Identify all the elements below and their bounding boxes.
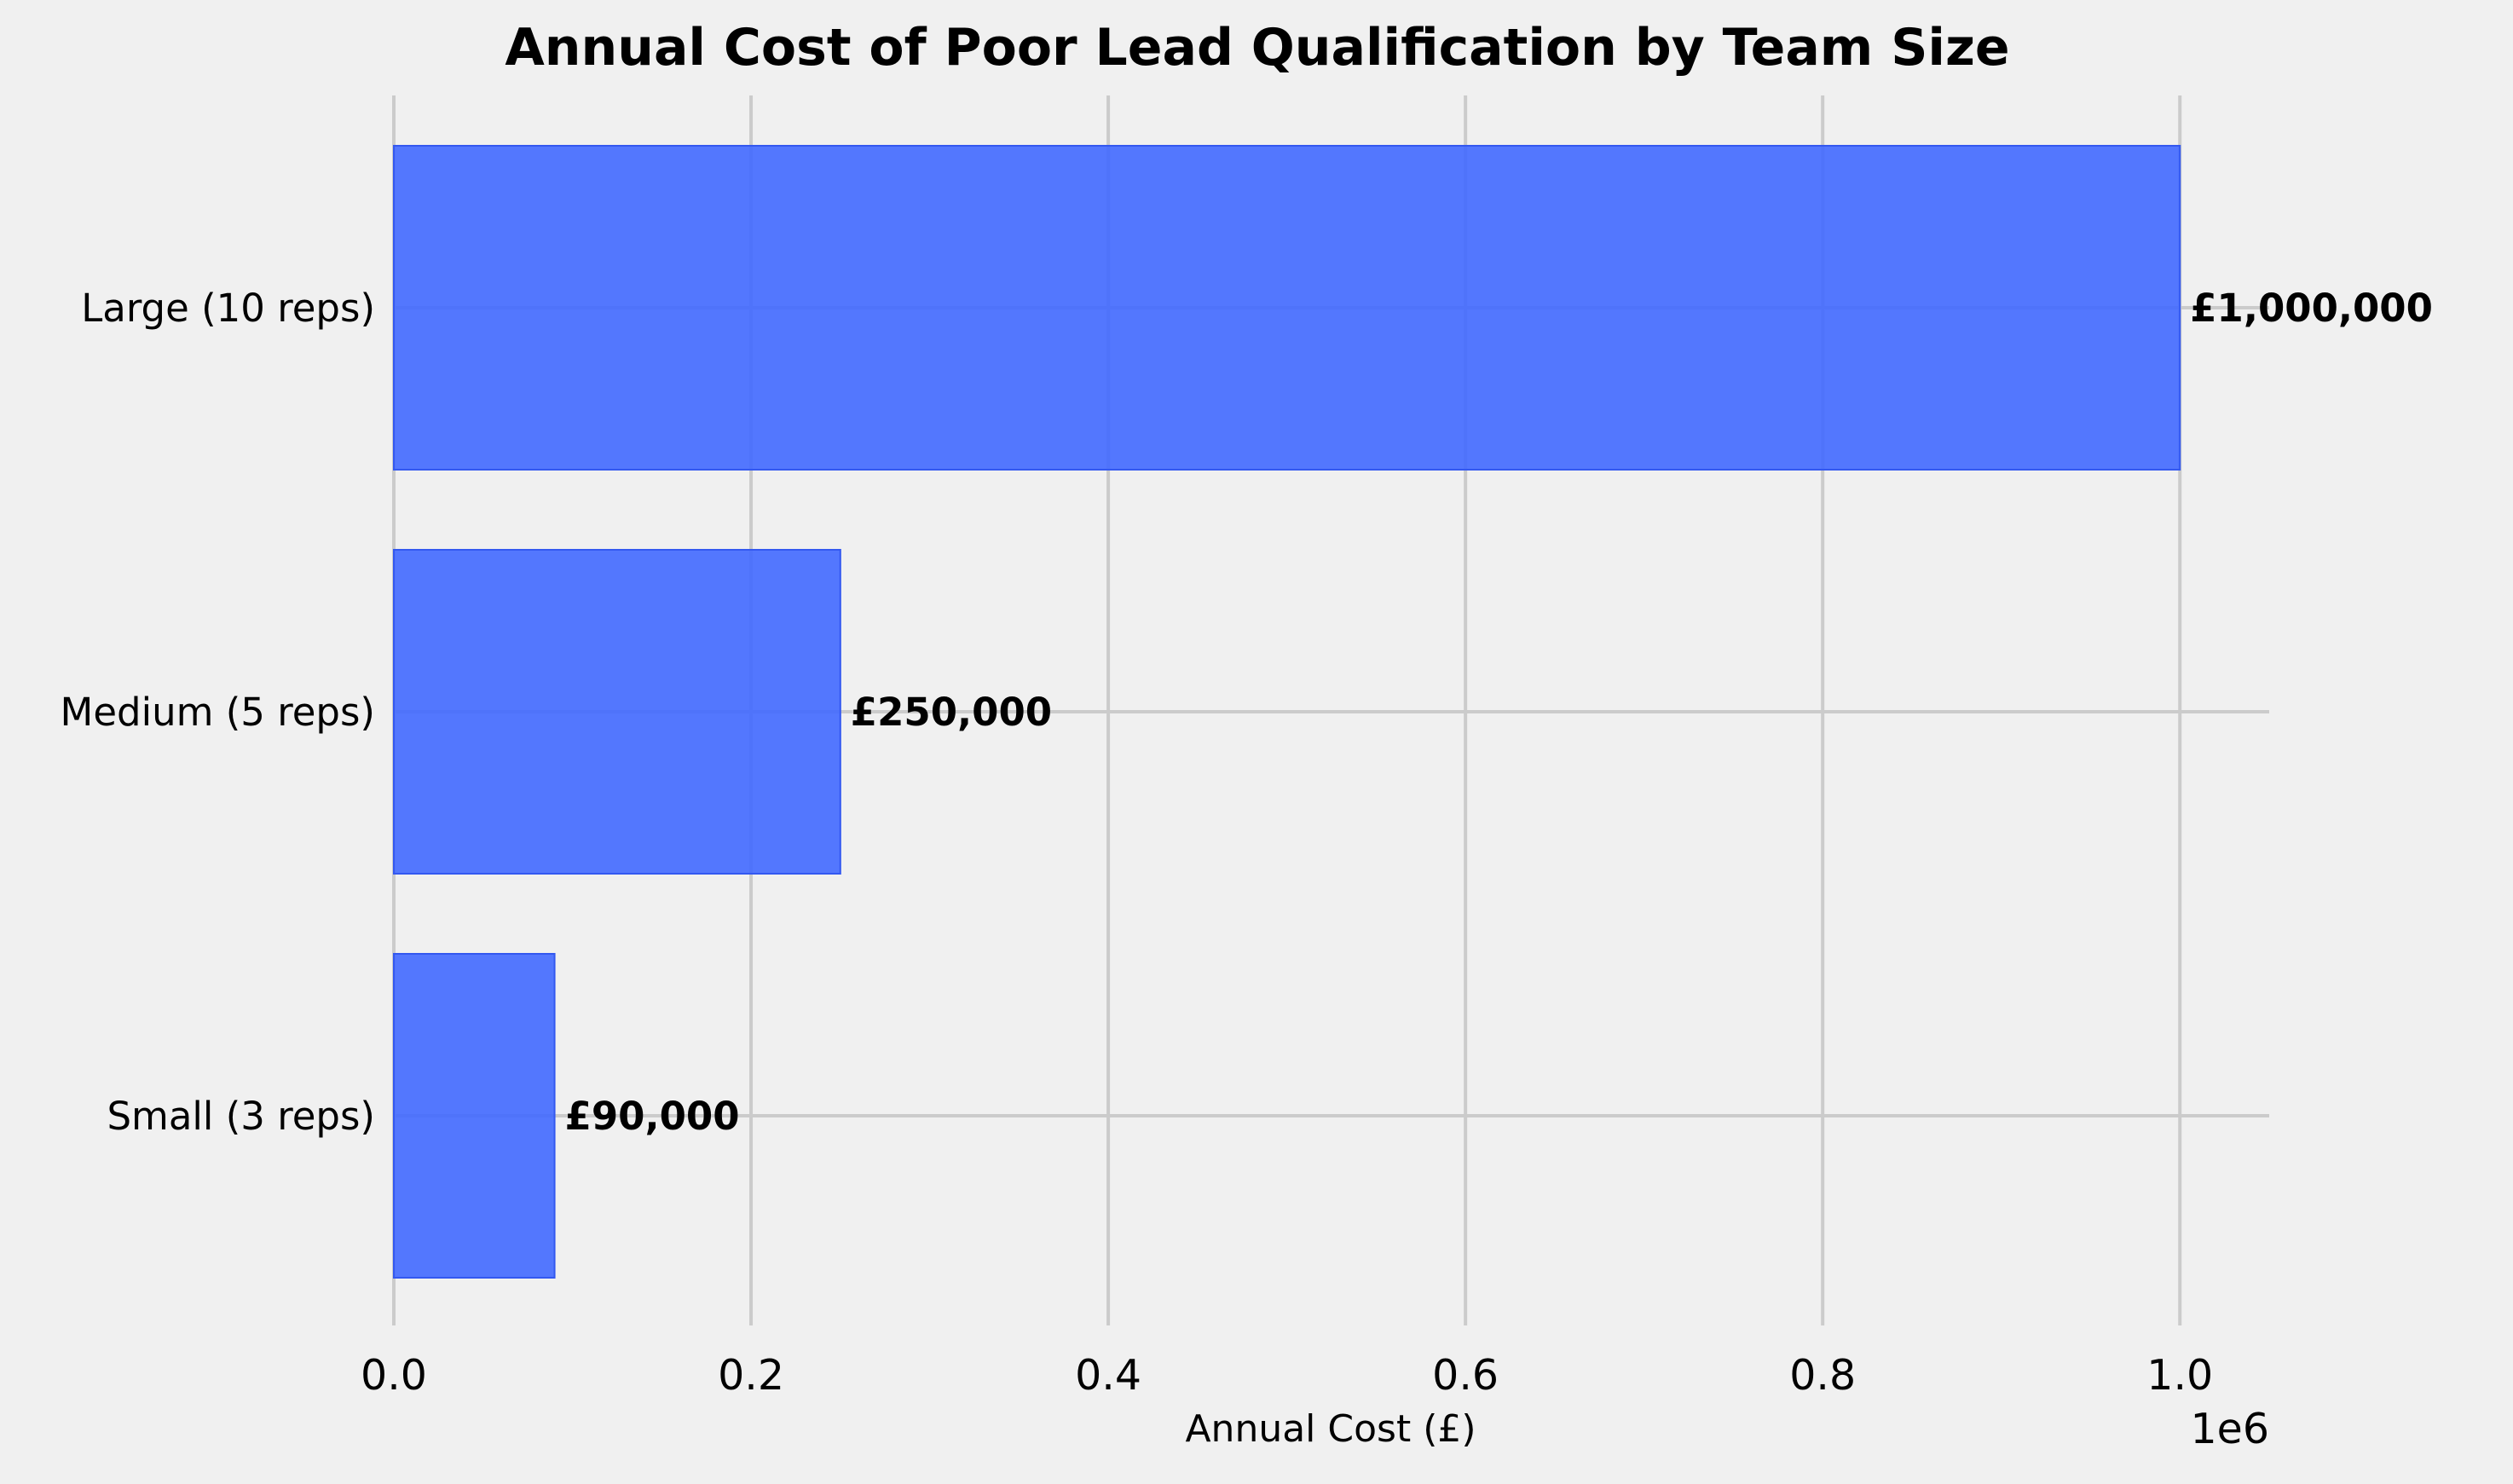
bar-value-label: £1,000,000 xyxy=(2190,286,2433,331)
y-tick-label: Large (10 reps) xyxy=(81,286,375,331)
x-axis-label: Annual Cost (£) xyxy=(1185,1407,1476,1451)
x-tick-label: 0.6 xyxy=(1432,1351,1499,1400)
bar xyxy=(393,549,841,875)
x-tick-label: 0.8 xyxy=(1789,1351,1856,1400)
bar xyxy=(393,145,2181,471)
y-tick-label: Small (3 reps) xyxy=(107,1094,375,1139)
bars xyxy=(393,145,2181,1279)
x-axis-offset-label: 1e6 xyxy=(2191,1405,2270,1453)
x-axis-tick-labels: 0.0 0.2 0.4 0.6 0.8 1.0 xyxy=(361,1351,2213,1400)
bar-value-label: £250,000 xyxy=(851,690,1052,735)
chart-title: Annual Cost of Poor Lead Qualification b… xyxy=(505,18,2009,78)
y-tick-label: Medium (5 reps) xyxy=(61,690,376,735)
x-tick-label: 1.0 xyxy=(2146,1351,2213,1400)
value-labels: £90,000 £250,000 £1,000,000 xyxy=(565,286,2433,1139)
x-tick-label: 0.2 xyxy=(718,1351,784,1400)
y-axis-tick-labels: Small (3 reps) Medium (5 reps) Large (10 r… xyxy=(61,286,376,1139)
bar-value-label: £90,000 xyxy=(565,1094,740,1139)
x-tick-label: 0.0 xyxy=(361,1351,427,1400)
x-tick-label: 0.4 xyxy=(1075,1351,1141,1400)
bar xyxy=(393,953,556,1279)
